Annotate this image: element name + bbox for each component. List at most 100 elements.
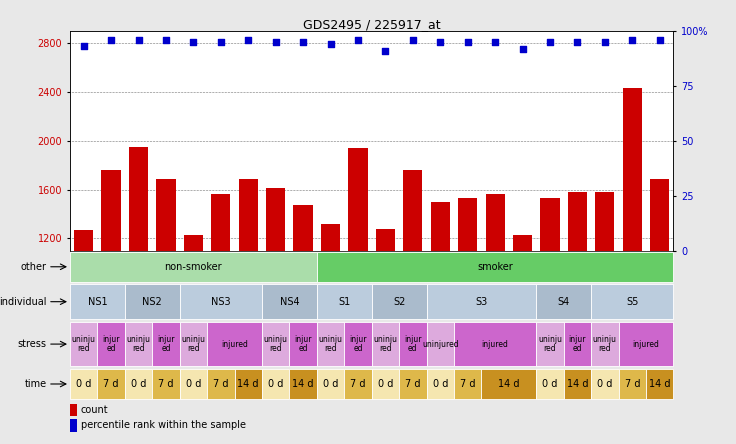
Bar <box>74 230 93 250</box>
Bar <box>618 369 646 399</box>
Bar <box>70 420 77 432</box>
Text: uninju
red: uninju red <box>319 335 342 353</box>
Point <box>132 36 144 44</box>
Bar <box>537 285 591 319</box>
Bar <box>235 369 262 399</box>
Text: 14 d: 14 d <box>649 379 670 389</box>
Bar <box>591 285 673 319</box>
Bar <box>431 202 450 250</box>
Bar <box>646 369 673 399</box>
Bar <box>70 285 125 319</box>
Bar <box>591 369 618 399</box>
Bar <box>102 170 121 250</box>
Text: S2: S2 <box>393 297 406 307</box>
Bar <box>125 322 152 366</box>
Text: 7 d: 7 d <box>460 379 475 389</box>
Point <box>626 36 638 44</box>
Point <box>461 39 473 46</box>
Point <box>188 39 199 46</box>
Bar <box>125 369 152 399</box>
Bar <box>427 285 537 319</box>
Text: 0 d: 0 d <box>131 379 146 389</box>
Point <box>325 41 336 48</box>
Bar <box>591 322 618 366</box>
Bar <box>595 192 615 250</box>
Bar <box>348 148 367 250</box>
Bar <box>294 206 313 250</box>
Bar <box>129 147 148 250</box>
Bar <box>454 322 537 366</box>
Text: 7 d: 7 d <box>158 379 174 389</box>
Text: other: other <box>21 262 46 272</box>
Bar <box>266 188 286 250</box>
Bar <box>321 224 340 250</box>
Bar <box>344 369 372 399</box>
Text: 7 d: 7 d <box>213 379 229 389</box>
Bar <box>180 322 207 366</box>
Bar <box>399 369 427 399</box>
Text: 0 d: 0 d <box>323 379 339 389</box>
Point <box>105 36 117 44</box>
Text: uninju
red: uninju red <box>373 335 397 353</box>
Text: uninju
red: uninju red <box>71 335 96 353</box>
Bar <box>399 322 427 366</box>
Text: injur
ed: injur ed <box>102 335 120 353</box>
Point <box>407 36 419 44</box>
Bar <box>262 285 316 319</box>
Bar <box>207 369 235 399</box>
Bar <box>316 252 673 281</box>
Point <box>544 39 556 46</box>
Bar <box>513 235 532 250</box>
Bar <box>97 369 125 399</box>
Text: 0 d: 0 d <box>378 379 393 389</box>
Bar <box>568 192 587 250</box>
Bar <box>650 178 669 250</box>
Text: 14 d: 14 d <box>567 379 588 389</box>
Bar <box>152 369 180 399</box>
Bar <box>427 369 454 399</box>
Text: individual: individual <box>0 297 46 307</box>
Point <box>160 36 171 44</box>
Bar <box>316 285 372 319</box>
Text: NS1: NS1 <box>88 297 107 307</box>
Bar <box>481 369 537 399</box>
Point <box>380 47 392 54</box>
Text: percentile rank within the sample: percentile rank within the sample <box>81 420 246 430</box>
Text: NS4: NS4 <box>280 297 300 307</box>
Text: count: count <box>81 405 108 415</box>
Bar <box>372 285 427 319</box>
Text: injur
ed: injur ed <box>404 335 422 353</box>
Point <box>352 36 364 44</box>
Text: 14 d: 14 d <box>238 379 259 389</box>
Text: 14 d: 14 d <box>292 379 314 389</box>
Bar <box>372 322 399 366</box>
Text: 7 d: 7 d <box>350 379 366 389</box>
Bar <box>564 322 591 366</box>
Point <box>297 39 309 46</box>
Bar <box>403 170 422 250</box>
Bar <box>486 194 505 250</box>
Text: 0 d: 0 d <box>597 379 612 389</box>
Bar <box>454 369 481 399</box>
Bar <box>70 369 97 399</box>
Bar <box>316 369 344 399</box>
Point <box>654 36 665 44</box>
Bar <box>316 322 344 366</box>
Bar <box>427 322 454 366</box>
Text: injur
ed: injur ed <box>349 335 367 353</box>
Point <box>489 39 501 46</box>
Bar <box>184 235 203 250</box>
Text: S5: S5 <box>626 297 638 307</box>
Text: S1: S1 <box>338 297 350 307</box>
Bar <box>262 369 289 399</box>
Text: 0 d: 0 d <box>433 379 448 389</box>
Bar <box>70 404 77 416</box>
Bar <box>344 322 372 366</box>
Title: GDS2495 / 225917_at: GDS2495 / 225917_at <box>303 18 440 31</box>
Text: injured: injured <box>632 340 659 349</box>
Bar <box>564 369 591 399</box>
Bar <box>70 322 97 366</box>
Text: 7 d: 7 d <box>625 379 640 389</box>
Bar <box>289 369 316 399</box>
Text: uninju
red: uninju red <box>538 335 562 353</box>
